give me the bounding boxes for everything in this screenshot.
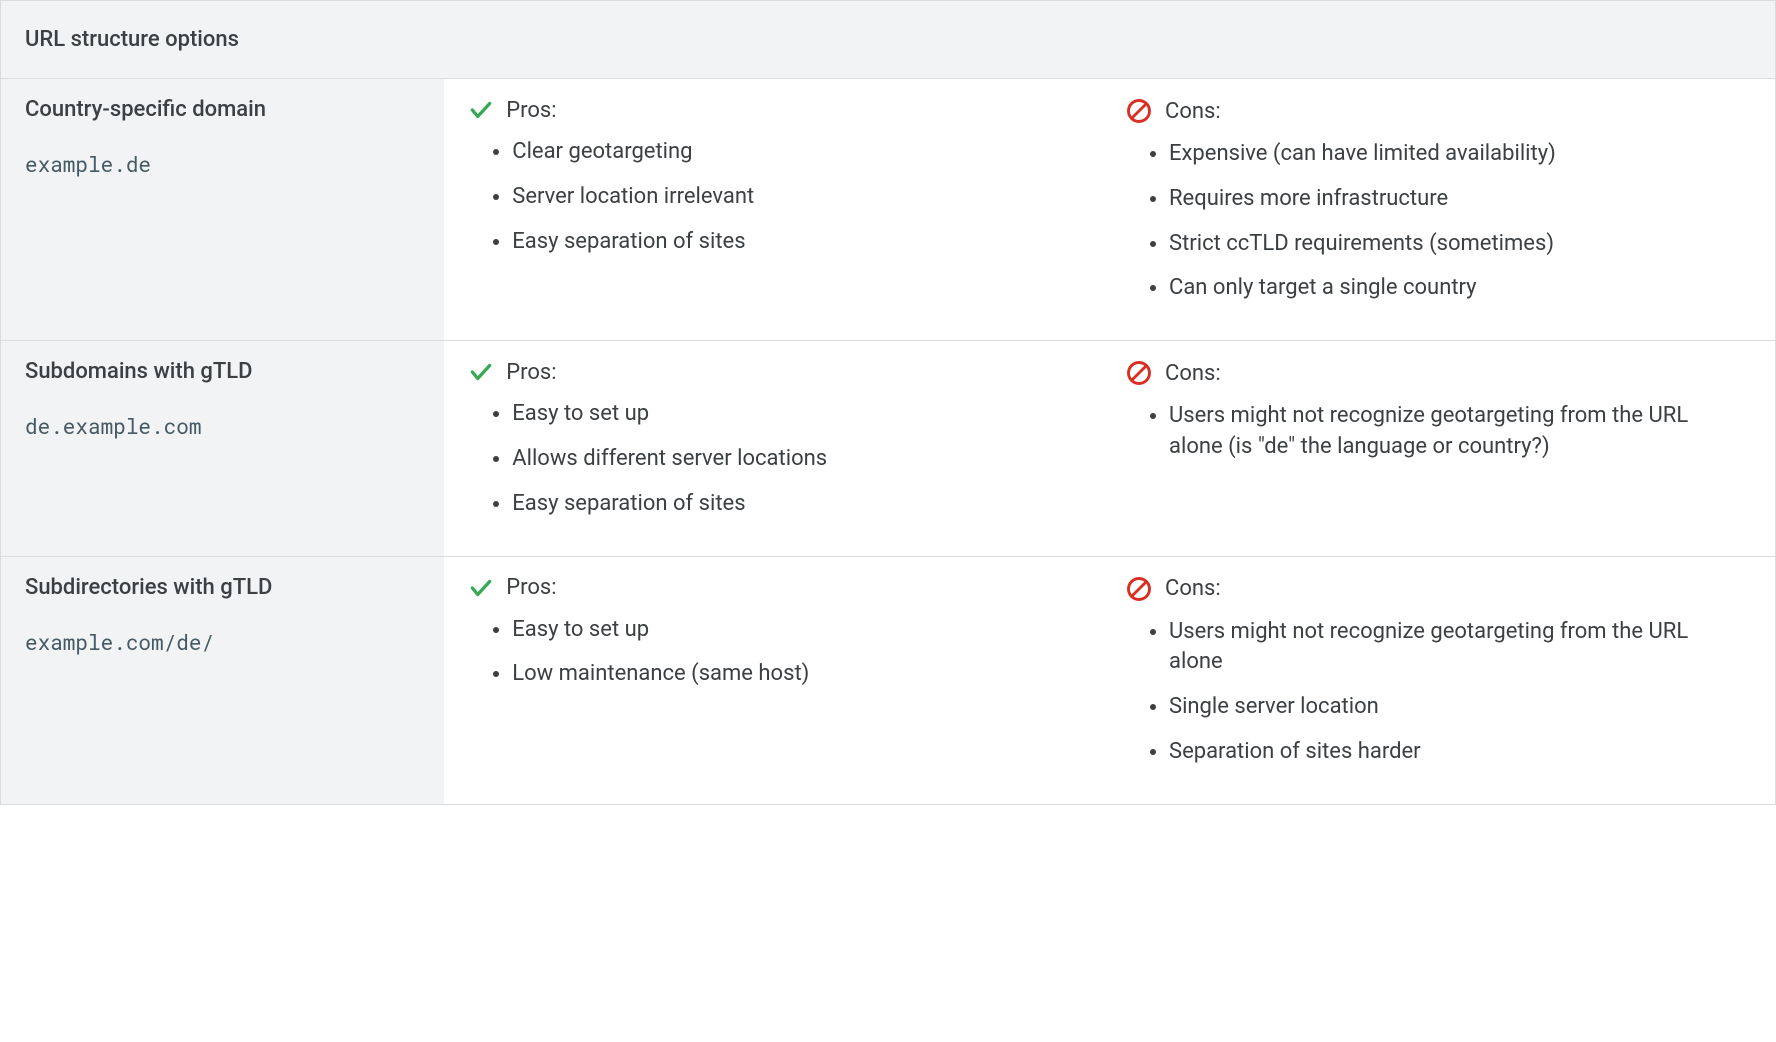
cons-cell: Cons: Users might not recognize geotarget… <box>1101 341 1776 556</box>
cons-list: Expensive (can have limited availability… <box>1125 139 1751 304</box>
option-example: de.example.com <box>25 412 420 440</box>
list-item: Separation of sites harder <box>1169 737 1751 768</box>
list-item: Requires more infrastructure <box>1169 184 1751 215</box>
pros-label: Pros: <box>506 575 556 600</box>
ban-icon <box>1125 97 1153 125</box>
cons-label: Cons: <box>1165 576 1221 601</box>
pros-list: Easy to set up Allows different server lo… <box>468 399 1077 519</box>
option-title: Subdirectories with gTLD <box>25 575 420 600</box>
pros-label: Pros: <box>506 360 556 385</box>
option-example: example.com/de/ <box>25 628 420 656</box>
check-icon <box>468 359 494 385</box>
cons-label: Cons: <box>1165 99 1221 124</box>
list-item: Can only target a single country <box>1169 273 1751 304</box>
list-item: Server location irrelevant <box>512 182 1077 213</box>
list-item: Easy to set up <box>512 615 1077 646</box>
cons-label: Cons: <box>1165 361 1221 386</box>
table-header: URL structure options <box>1 1 1776 79</box>
cons-heading: Cons: <box>1125 97 1751 125</box>
check-icon <box>468 97 494 123</box>
list-item: Strict ccTLD requirements (sometimes) <box>1169 229 1751 260</box>
pros-heading: Pros: <box>468 97 1077 123</box>
cons-heading: Cons: <box>1125 359 1751 387</box>
list-item: Users might not recognize geotargeting f… <box>1169 617 1751 679</box>
list-item: Allows different server locations <box>512 444 1077 475</box>
table-row: Country-specific domain example.de Pros: Cl… <box>1 79 1776 341</box>
cons-list: Users might not recognize geotargeting f… <box>1125 617 1751 768</box>
ban-icon <box>1125 359 1153 387</box>
option-example: example.de <box>25 150 420 178</box>
option-label-cell: Subdirectories with gTLD example.com/de/ <box>1 556 445 804</box>
table-row: Subdomains with gTLD de.example.com Pros: E… <box>1 341 1776 556</box>
pros-list: Easy to set up Low maintenance (same host… <box>468 615 1077 691</box>
list-item: Easy separation of sites <box>512 489 1077 520</box>
pros-heading: Pros: <box>468 359 1077 385</box>
pros-cell: Pros: Clear geotargeting Server location i… <box>444 79 1101 341</box>
cons-cell: Cons: Users might not recognize geotarget… <box>1101 556 1776 804</box>
list-item: Low maintenance (same host) <box>512 659 1077 690</box>
list-item: Expensive (can have limited availability… <box>1169 139 1751 170</box>
pros-label: Pros: <box>506 98 556 123</box>
table-header-row: URL structure options <box>1 1 1776 79</box>
list-item: Users might not recognize geotargeting f… <box>1169 401 1751 463</box>
pros-heading: Pros: <box>468 575 1077 601</box>
list-item: Easy to set up <box>512 399 1077 430</box>
pros-list: Clear geotargeting Server location irrele… <box>468 137 1077 257</box>
url-structure-table: URL structure options Country-specific d… <box>0 0 1776 805</box>
cons-list: Users might not recognize geotargeting f… <box>1125 401 1751 463</box>
table-body: Country-specific domain example.de Pros: Cl… <box>1 79 1776 805</box>
option-title: Country-specific domain <box>25 97 420 122</box>
pros-cell: Pros: Easy to set up Low maintenance (same… <box>444 556 1101 804</box>
cons-cell: Cons: Expensive (can have limited availab… <box>1101 79 1776 341</box>
option-label-cell: Subdomains with gTLD de.example.com <box>1 341 445 556</box>
pros-cell: Pros: Easy to set up Allows different serv… <box>444 341 1101 556</box>
table-row: Subdirectories with gTLD example.com/de/P… <box>1 556 1776 804</box>
ban-icon <box>1125 575 1153 603</box>
list-item: Clear geotargeting <box>512 137 1077 168</box>
cons-heading: Cons: <box>1125 575 1751 603</box>
check-icon <box>468 575 494 601</box>
list-item: Easy separation of sites <box>512 227 1077 258</box>
option-title: Subdomains with gTLD <box>25 359 420 384</box>
list-item: Single server location <box>1169 692 1751 723</box>
option-label-cell: Country-specific domain example.de <box>1 79 445 341</box>
